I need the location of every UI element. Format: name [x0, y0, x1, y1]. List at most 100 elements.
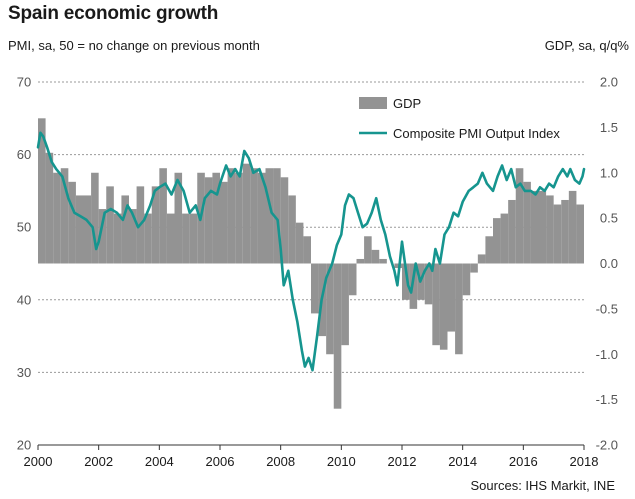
gdp-bar: [553, 204, 562, 264]
gdp-bar: [477, 254, 486, 264]
gdp-bar: [242, 163, 251, 264]
gdp-bar: [257, 172, 266, 264]
gdp-bar: [60, 168, 69, 264]
gdp-bar: [455, 263, 463, 355]
legend-label-pmi: Composite PMI Output Index: [393, 126, 560, 141]
chart-title: Spain economic growth: [8, 3, 219, 24]
gdp-bar: [235, 172, 243, 264]
legend: GDP Composite PMI Output Index: [359, 96, 560, 141]
left-tick-label: 70: [17, 75, 31, 90]
right-tick-label: 1.0: [600, 165, 618, 180]
right-tick-label: 0.5: [600, 211, 618, 226]
gdp-bar: [485, 236, 493, 264]
gdp-bar: [113, 213, 122, 264]
gdp-bar: [439, 263, 448, 350]
right-tick-label: -1.0: [596, 347, 618, 362]
gdp-bar: [530, 190, 539, 264]
gdp-bar: [98, 209, 107, 264]
gdp-bar: [470, 263, 478, 273]
gdp-bar: [500, 213, 509, 264]
x-tick-label: 2000: [24, 454, 53, 469]
gdp-bar: [348, 263, 357, 296]
gdp-bar: [45, 152, 54, 264]
gdp-bar: [273, 168, 281, 264]
gdp-bar: [515, 168, 524, 264]
left-tick-label: 60: [17, 147, 31, 162]
gdp-bar: [174, 172, 183, 264]
gdp-bar: [250, 168, 258, 264]
gdp-bar: [227, 168, 236, 264]
gdp-bar: [68, 181, 76, 264]
x-tick-label: 2016: [509, 454, 538, 469]
right-tick-label: 2.0: [600, 75, 618, 90]
legend-label-gdp: GDP: [393, 96, 421, 111]
gdp-bar: [493, 218, 501, 264]
gdp-bar: [371, 249, 380, 264]
x-tick-label: 2018: [570, 454, 599, 469]
gdp-bar: [402, 263, 410, 300]
left-tick-label: 40: [17, 292, 31, 307]
right-tick-label: -2.0: [596, 438, 618, 453]
x-tick-label: 2010: [327, 454, 356, 469]
gdp-bar: [212, 172, 220, 264]
left-tick-label: 20: [17, 438, 31, 453]
gdp-bar: [568, 190, 577, 264]
right-axis-label: GDP, sa, q/q%: [544, 38, 629, 53]
gdp-bar: [424, 263, 433, 305]
gdp-bar: [288, 195, 296, 264]
axes: 20 30 40 50 60 70 -2.0 -1.5 -1.0 -0.5 0.0 0.5 1.0 1.5…: [17, 75, 618, 470]
gdp-bar: [462, 263, 471, 296]
gdp-bar: [38, 118, 46, 264]
gdp-bar: [447, 263, 456, 332]
x-tick-label: 2008: [266, 454, 295, 469]
x-tick-label: 2004: [145, 454, 174, 469]
pmi-line: [36, 131, 586, 372]
gdp-bar: [295, 222, 304, 264]
gdp-bar: [432, 263, 440, 346]
left-tick-label: 50: [17, 220, 31, 235]
left-axis-label: PMI, sa, 50 = no change on previous mont…: [8, 38, 260, 53]
gdp-bar: [508, 199, 516, 264]
gdp-bar: [333, 263, 342, 409]
gdp-bar: [121, 195, 129, 264]
gdp-bar: [106, 186, 114, 264]
gdp-bar: [326, 263, 334, 355]
gdp-bar: [220, 181, 228, 264]
gdp-bar: [576, 204, 584, 264]
left-tick-label: 30: [17, 365, 31, 380]
gdp-bar: [166, 213, 175, 264]
right-tick-label: -0.5: [596, 301, 618, 316]
gdp-bar: [523, 181, 531, 264]
x-tick-label: 2006: [206, 454, 235, 469]
gdp-bar: [129, 209, 137, 264]
x-tick-label: 2014: [448, 454, 477, 469]
gdp-bar: [189, 213, 198, 264]
gdp-bar: [546, 195, 554, 264]
pmi-line-group: [36, 131, 586, 372]
right-tick-label: -1.5: [596, 392, 618, 407]
gdp-bar: [151, 186, 160, 264]
gdp-bar: [53, 172, 61, 264]
gdp-bar: [144, 213, 152, 264]
right-tick-label: 0.0: [600, 256, 618, 271]
gdp-bar: [303, 236, 311, 264]
gdp-bar: [204, 177, 213, 264]
gdp-bar: [159, 168, 167, 264]
legend-swatch-gdp: [359, 97, 387, 109]
gdp-bar: [538, 190, 547, 264]
gdp-bar: [364, 236, 372, 264]
right-tick-label: 1.5: [600, 120, 618, 135]
gdp-bar: [75, 195, 84, 264]
gdp-bar: [83, 195, 92, 264]
x-tick-label: 2002: [84, 454, 113, 469]
source-note: Sources: IHS Markit, INE: [470, 478, 615, 493]
gdp-bar: [356, 258, 365, 264]
gdp-bar: [379, 258, 387, 264]
gdp-bar: [280, 177, 289, 264]
gdp-bar: [341, 263, 349, 346]
gdp-bar: [182, 213, 190, 264]
x-tick-label: 2012: [388, 454, 417, 469]
gdp-bar: [311, 263, 319, 314]
gdp-bar: [561, 199, 569, 264]
